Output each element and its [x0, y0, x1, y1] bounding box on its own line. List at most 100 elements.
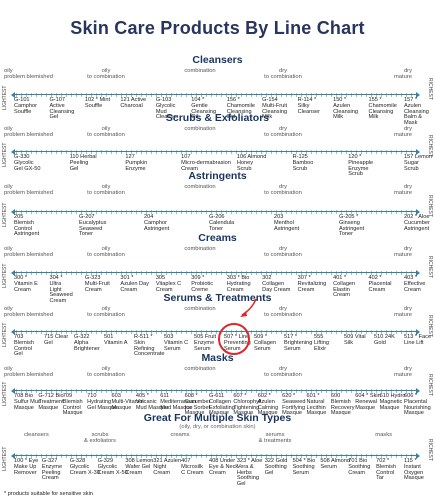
arrow-left-icon — [11, 452, 15, 459]
arrow-right-icon — [416, 328, 420, 335]
timeline-ticks — [16, 149, 414, 154]
arrow-left-icon — [11, 269, 15, 276]
product-label: 504 * Bio Soothing Serum — [292, 458, 316, 476]
product-label: 606 * Placental Nourishing Masque — [404, 393, 431, 417]
zone-label: oily to combination — [87, 126, 125, 138]
zone-label: dry to combination — [264, 246, 302, 258]
timeline-ticks — [16, 329, 414, 334]
zone-label: dry mature — [393, 246, 412, 258]
product-label: G-154 Multi-Fruit Cleansing Milk — [262, 97, 288, 121]
zone-label: combination — [184, 366, 216, 372]
zone-label: oily problem blemished — [4, 246, 53, 258]
product-label: 701 Bio Soothing Cream — [348, 458, 371, 476]
timeline-ticks — [16, 92, 414, 97]
product-label: 106 Almond Honey Scrub — [236, 154, 267, 172]
product-label: 555 Lifting Elixir — [314, 334, 329, 352]
product-label: 202 * Aloe Cucumber Astringent — [404, 214, 430, 232]
side-label-lightest: LIGHTEST — [2, 381, 8, 406]
side-label-lightest: LIGHTEST — [2, 202, 8, 227]
product-label: G-329 Glycolic Cream X-50 — [97, 458, 128, 476]
product-label: 115 * Instant Oxygen Masque — [404, 458, 424, 482]
zone-label: oily problem blemished — [4, 366, 53, 378]
zone-label: combination — [184, 306, 216, 312]
product-label: 620 * Seaweed Fortifying Masque — [282, 393, 306, 417]
product-label: 303 * Bio Hydrating Cream — [226, 275, 251, 293]
section-title: Serums & Treatments — [163, 292, 272, 304]
product-label: 503 Vitamin C Serum — [164, 334, 189, 352]
product-label: 708 Bio Sulfur Mud Masque — [14, 393, 42, 411]
zone-label: oily to combination — [87, 184, 125, 196]
zone-label: oily problem blemished — [4, 184, 53, 196]
side-label-richest: RICHEST — [427, 256, 433, 278]
product-label: 513 * Face Line Lift — [404, 334, 432, 346]
product-label: 509 Vital Silk — [344, 334, 366, 346]
product-label: 600 Blemish Recovery Masque — [330, 393, 355, 417]
product-label: 710 Hydrating Gel Masque — [87, 393, 118, 411]
zone-label: serums & treatments — [258, 432, 292, 444]
zone-label: dry mature — [393, 126, 412, 138]
section-subtitle: (oily, dry, or combination skin) — [179, 424, 256, 430]
product-label: 407 Microsilk C Cream — [181, 458, 204, 476]
product-label: G-611 Collagen Exfoliating Masque — [209, 393, 235, 417]
product-label: 121 Active Charcoal — [120, 97, 147, 109]
section-title: Cleansers — [192, 54, 243, 66]
product-label: 405 * Volcanic Mud Masque — [135, 393, 169, 411]
zone-label: oily to combination — [87, 246, 125, 258]
side-label-lightest: LIGHTEST — [2, 263, 8, 288]
product-label: 702 * Blemish Control Tar — [376, 458, 397, 482]
product-label: 608 * Cucumber Ice Sorbet Masque — [184, 393, 211, 417]
product-label: 308 Lemon Wafer Gel Cream — [125, 458, 154, 476]
product-label: G-323 Multi-Fruit Cream — [84, 275, 110, 293]
zone-label: oily problem blemished — [4, 126, 53, 138]
zone-label: oily to combination — [87, 306, 125, 318]
product-label: 402 * Placental Cream — [368, 275, 392, 293]
product-label: G-205 * Ginseng Astringent Toner — [339, 214, 365, 238]
timeline-ticks — [16, 388, 414, 393]
zone-label: dry to combination — [264, 306, 302, 318]
pointer-arrow-icon — [240, 298, 257, 317]
arrow-left-icon — [11, 208, 15, 215]
product-label: 509 * Collagen Serum — [254, 334, 277, 352]
product-label: 204 Camphor Astringent — [144, 214, 170, 232]
product-label: 104 * Gentle Cleansing Oil — [191, 97, 217, 121]
zone-label: combination — [184, 126, 216, 132]
product-label: 150 * Azulen Cleansing Milk — [333, 97, 358, 121]
section-title: Scrubs & Exfoliators — [165, 112, 270, 124]
arrow-right-icon — [416, 208, 420, 215]
zone-label: oily problem blemished — [4, 68, 53, 80]
product-label: 601 * Natural Lecithin Masque — [306, 393, 327, 417]
product-label: 305 Vitaplex C Cream — [155, 275, 182, 293]
product-label: G-322 Alpha Brightener — [74, 334, 100, 352]
page-title: Skin Care Products By Line Chart — [70, 18, 365, 38]
arrow-left-icon — [11, 328, 15, 335]
zone-label: cleansers — [24, 432, 49, 438]
product-label: 401 * Collagen Elastin Cream — [333, 275, 356, 299]
product-label: G-101 Camphor Souffle — [14, 97, 38, 115]
side-label-lightest: LIGHTEST — [2, 322, 8, 347]
product-label: G-206 Calendula Toner — [209, 214, 235, 232]
product-label: 715 Clear Gel — [44, 334, 69, 346]
product-label: 322 Gold Soothing Gel — [264, 458, 288, 476]
product-label: 120 * Pineapple Enzyme Scrub — [348, 154, 374, 178]
product-label: G-327 Enzyme Peeling Cream — [41, 458, 63, 482]
side-label-lightest: LIGHTEST — [2, 446, 8, 471]
section-title: Great For Multiple Skin Types — [143, 412, 292, 424]
product-label: 309 * Probiotic Creme — [191, 275, 214, 293]
side-label-richest: RICHEST — [427, 439, 433, 461]
product-label: 107 Micro-dermabrasion Cream — [181, 154, 231, 172]
arrow-right-icon — [416, 148, 420, 155]
section-title: Masks — [201, 352, 234, 364]
arrow-left-icon — [11, 91, 15, 98]
product-label: 157 Lemon Sugar Scrub — [404, 154, 432, 172]
side-label-richest: RICHEST — [427, 78, 433, 100]
zone-label: dry to combination — [264, 366, 302, 378]
product-label: 156 * Chamomile Cleansing Gel — [226, 97, 256, 121]
zone-label: oily to combination — [87, 366, 125, 378]
arrow-left-icon — [11, 148, 15, 155]
zone-label: dry mature — [393, 68, 412, 80]
product-label: 321 Azulen Night Cream — [153, 458, 181, 476]
side-label-lightest: LIGHTEST — [2, 142, 8, 167]
product-label: 610 Hydro Magnetic Masque — [379, 393, 406, 411]
product-label: 100 * Eye Make Up Remover — [14, 458, 39, 476]
product-label: 302 Collagen Day Cream — [262, 275, 291, 293]
